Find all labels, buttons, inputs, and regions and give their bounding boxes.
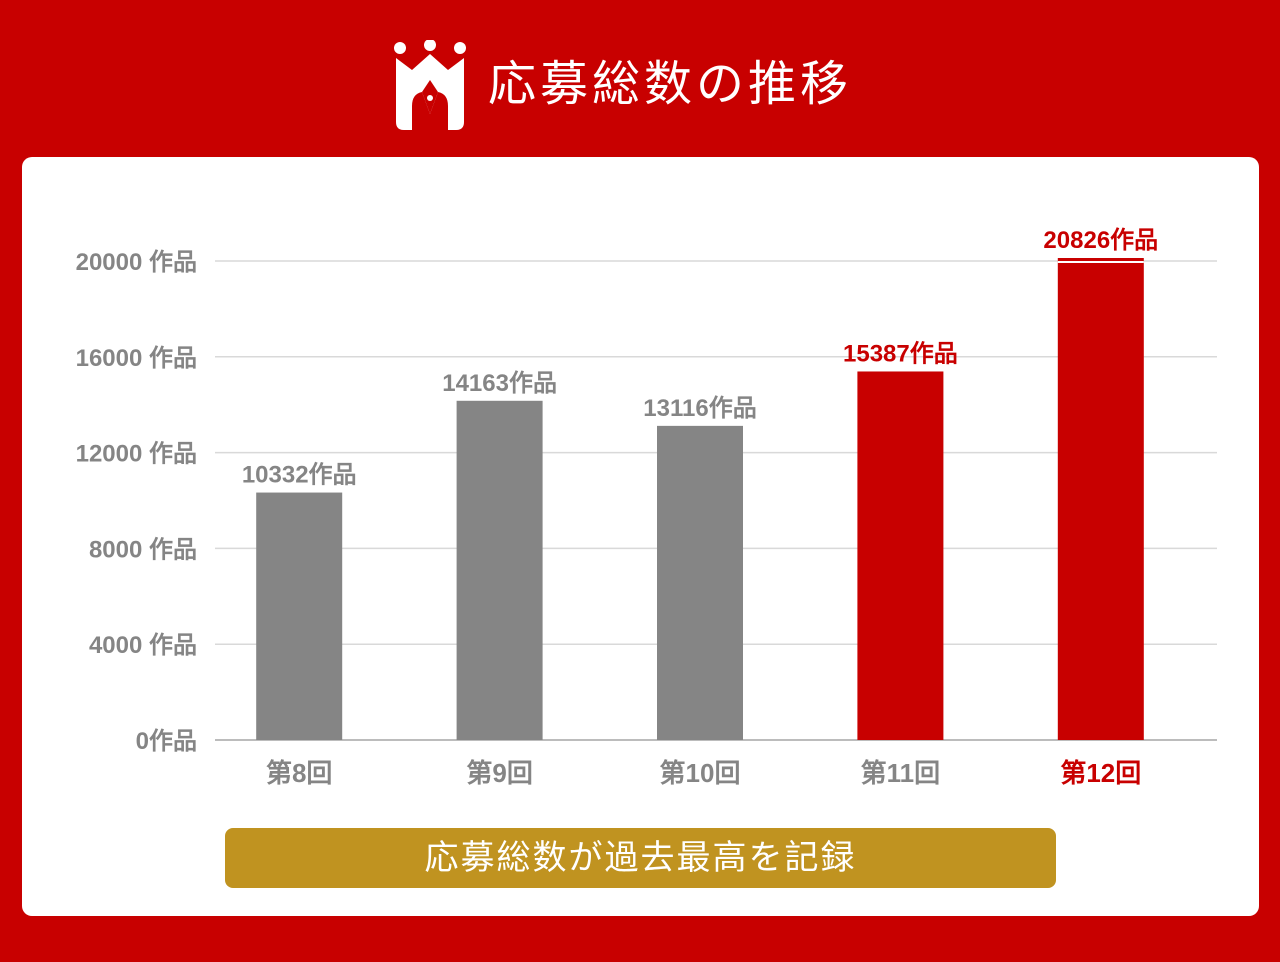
bar: [1057, 258, 1144, 740]
y-tick-label: 16000 作品: [76, 345, 197, 372]
bar-chart: 0作品 4000 作品 8000 作品 12000 作品 16000 作品 20000 作…: [76, 227, 1217, 788]
y-tick-label: 4000 作品: [89, 632, 197, 659]
bar: [857, 371, 944, 740]
chart-card: 0作品 4000 作品 8000 作品 12000 作品 16000 作品 20000 作…: [22, 157, 1259, 916]
x-tick-label: 第12回: [1060, 758, 1141, 788]
header: 応募総数の推移: [0, 0, 1280, 150]
x-tick-label: 第8回: [266, 758, 332, 788]
page-title: 応募総数の推移: [488, 56, 853, 112]
y-tick-label: 8000 作品: [89, 536, 197, 563]
data-label: 13116作品: [643, 395, 756, 422]
record-banner: 応募総数が過去最高を記録: [225, 828, 1056, 888]
data-label: 14163作品: [442, 370, 557, 397]
data-label: 20826作品: [1043, 227, 1158, 254]
crown-pen-icon: [394, 40, 466, 130]
y-tick-label: 0作品: [136, 728, 197, 755]
x-tick-label: 第11回: [861, 758, 941, 788]
y-tick-label: 12000 作品: [76, 441, 197, 468]
x-tick-label: 第10回: [660, 758, 741, 788]
bar: [256, 492, 343, 740]
x-tick-label: 第9回: [466, 758, 532, 788]
data-label: 15387作品: [843, 340, 958, 367]
data-label: 10332作品: [242, 462, 357, 489]
bar: [456, 400, 543, 740]
y-tick-label: 20000 作品: [76, 249, 197, 276]
bar: [657, 425, 743, 740]
